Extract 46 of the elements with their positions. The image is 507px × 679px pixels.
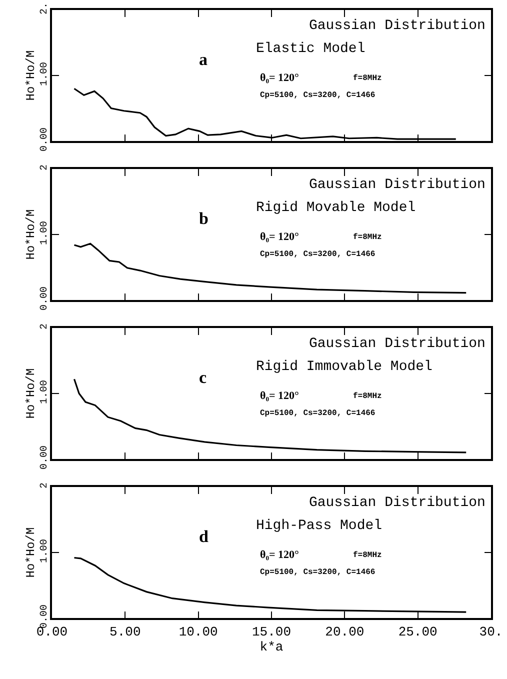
y-axis-title: Ho*Ho/M	[24, 209, 38, 260]
annotation: c	[199, 368, 207, 387]
annotation: Cp=5100, Cs=3200, C=1466	[260, 409, 376, 418]
text: Gaussian Distribution	[309, 336, 486, 352]
text: Gaussian Distribution	[309, 18, 486, 34]
y-tick-label: 2	[39, 164, 50, 171]
y-tick-label: 2.	[39, 2, 50, 15]
text: Elastic Model	[256, 41, 366, 57]
x-axis-title: k*a	[260, 639, 284, 654]
annotation: θ₀= 120°	[260, 72, 299, 84]
annotation: a	[199, 50, 208, 69]
annotation: f=8MHz	[353, 233, 382, 242]
annotation: d	[199, 527, 209, 546]
text: Rigid Movable Model	[256, 200, 416, 216]
y-tick-label: 0.00	[39, 445, 50, 470]
annotation: Cp=5100, Cs=3200, C=1466	[260, 568, 376, 577]
annotation: θ₀= 120°	[260, 549, 299, 561]
x-tick-label: 30.	[479, 624, 503, 640]
annotation: f=8MHz	[353, 392, 382, 401]
text: High-Pass Model	[256, 518, 382, 534]
x-tick-label: 10.00	[178, 624, 218, 640]
x-tick-label: 5.00	[110, 624, 141, 640]
x-tick-label: 20.00	[325, 624, 364, 640]
x-tick-label: 15.00	[252, 624, 292, 640]
annotation: θ₀= 120°	[260, 231, 299, 243]
text: Rigid Immovable Model	[256, 359, 432, 375]
annotation: Cp=5100, Cs=3200, C=1466	[260, 250, 376, 259]
annotation: f=8MHz	[353, 74, 382, 83]
annotation: Cp=5100, Cs=3200, C=1466	[260, 91, 376, 100]
y-tick-label: 1.00	[39, 380, 50, 404]
y-tick-label: 1.00	[39, 220, 50, 246]
text: Gaussian Distribution	[309, 495, 486, 511]
annotation: θ₀= 120°	[260, 390, 299, 402]
x-tick-label: 25.00	[398, 624, 438, 640]
y-axis-title: Ho*Ho/M	[24, 368, 38, 419]
y-tick-label: 2	[39, 323, 50, 330]
annotation: f=8MHz	[353, 551, 382, 560]
annotation: b	[199, 209, 208, 228]
y-axis-title: Ho*Ho/M	[24, 527, 38, 578]
y-tick-label: 2	[39, 482, 50, 489]
y-axis-title: Ho*Ho/M	[24, 50, 38, 101]
y-tick-label: 0.00	[39, 286, 50, 311]
y-tick-label: 1.00	[39, 538, 50, 564]
y-tick-label: 0.00	[39, 127, 50, 152]
y-tick-label: 1.00	[39, 62, 50, 86]
text: Gaussian Distribution	[309, 177, 486, 193]
